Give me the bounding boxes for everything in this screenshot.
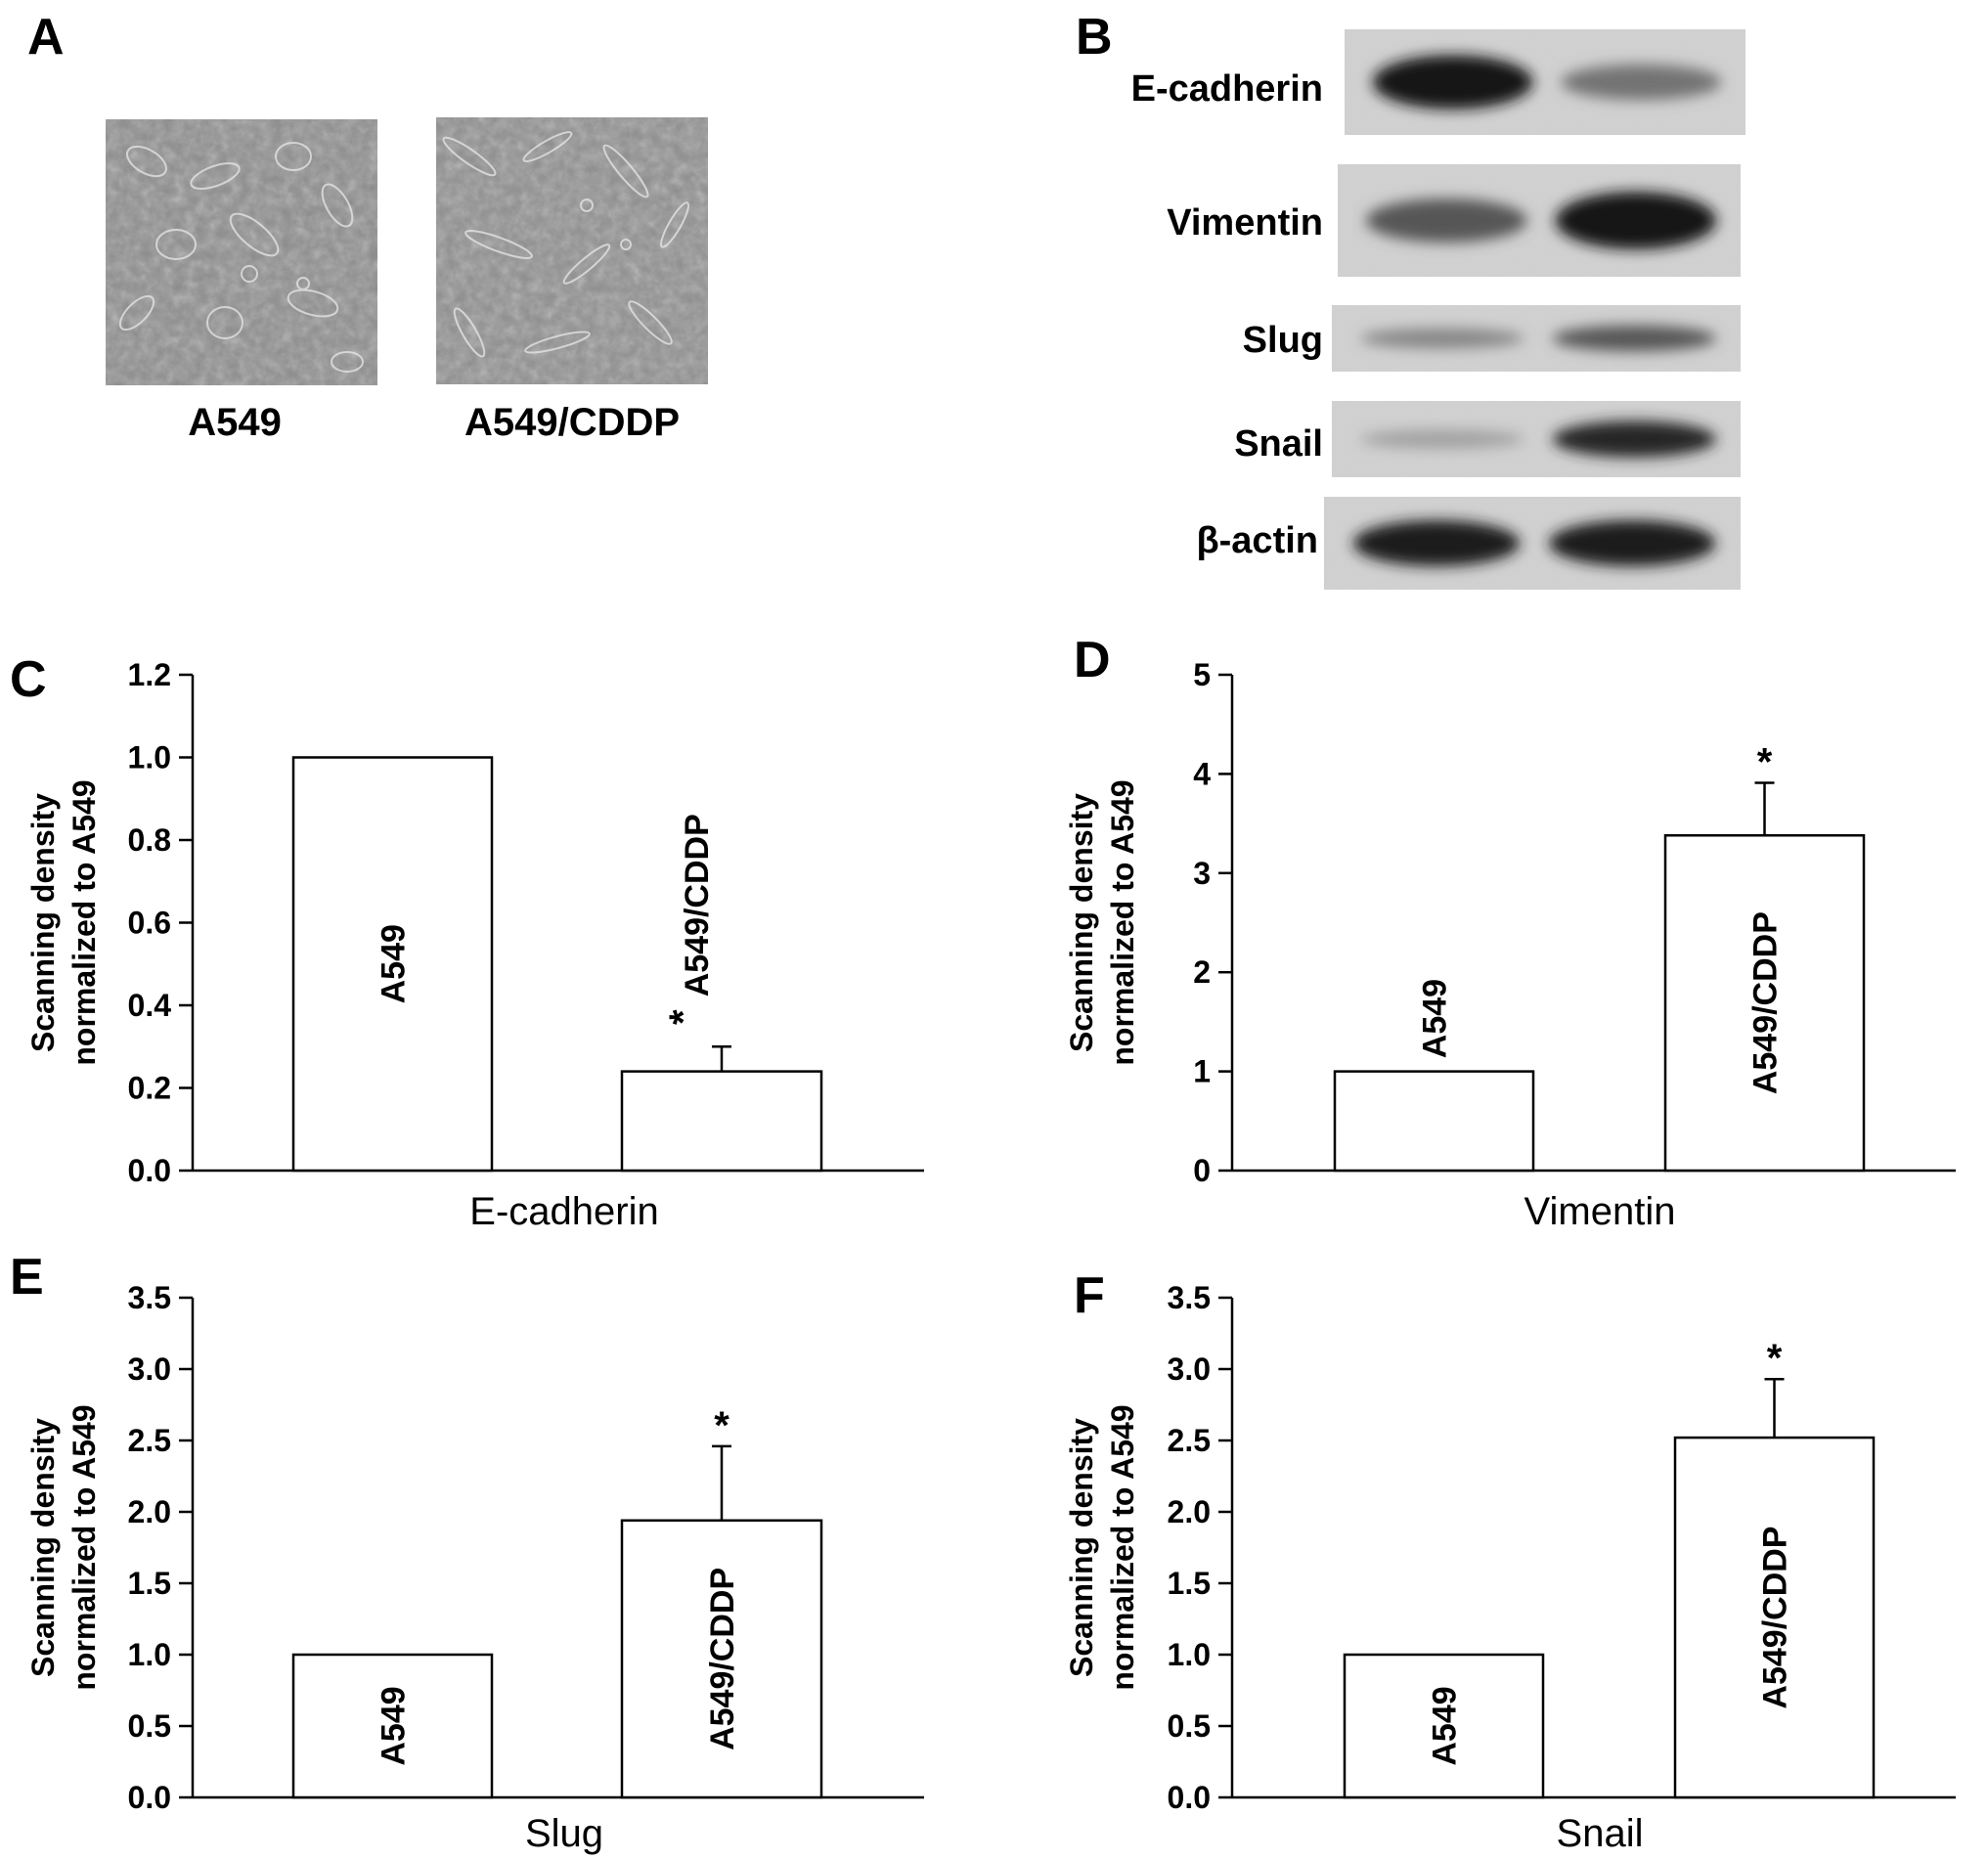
panel-letter: C xyxy=(10,651,47,708)
bar-a549-cddp xyxy=(620,1519,823,1799)
micrograph-a549-cddp xyxy=(436,117,708,384)
blot-band-lane-1 xyxy=(1360,328,1524,349)
y-tick-label: 5 xyxy=(1193,657,1211,692)
y-tick-label: 1.0 xyxy=(128,740,171,775)
y-tick-label: 0.5 xyxy=(128,1708,171,1744)
blot-band-lane-2 xyxy=(1561,64,1722,101)
x-axis-label: Snail xyxy=(1557,1812,1644,1855)
y-axis-label-line-2: normalized to A549 xyxy=(66,1404,102,1690)
blot-label-e-cadherin: E-cadherin xyxy=(1131,68,1323,110)
blot-vimentin: Vimentin xyxy=(1167,164,1741,277)
bar-label-a549: A549 xyxy=(376,1686,413,1765)
x-axis-label: E-cadherin xyxy=(469,1190,658,1233)
y-tick-label: 1.2 xyxy=(128,657,171,692)
bar-label-a549-cddp: A549/CDDP xyxy=(1747,911,1785,1094)
blot-band-lane-2 xyxy=(1552,421,1716,458)
micrograph-caption-a549-cddp: A549/CDDP xyxy=(464,401,680,444)
y-tick-label: 2.0 xyxy=(1168,1494,1211,1529)
x-axis-label: Vimentin xyxy=(1524,1190,1676,1233)
significance-marker: * xyxy=(1767,1337,1783,1380)
blot-band-lane-1 xyxy=(1365,199,1527,243)
bar-a549 xyxy=(1343,1653,1545,1799)
y-tick-label: 0.6 xyxy=(128,906,171,941)
chart-panel-e: E 0.0 0.5 1.0 1.5 2.0 2.5 3.0 3.5 Scanning densit… xyxy=(10,1249,924,1855)
y-axis-label-line-2: normalized to A549 xyxy=(1105,779,1140,1065)
y-tick-label: 3.5 xyxy=(128,1280,171,1315)
y-tick-label: 3.0 xyxy=(128,1351,171,1387)
bar-a549-cddp xyxy=(620,1070,823,1173)
y-tick-label: 3 xyxy=(1193,856,1211,891)
y-tick-label: 1.0 xyxy=(128,1637,171,1672)
blot-label-actin: β-actin xyxy=(1196,520,1318,561)
y-tick-label: 2.5 xyxy=(128,1423,171,1458)
chart-panel-d: D 0 1 2 3 4 5 Scanning density normalized to A54… xyxy=(1064,632,1956,1233)
bar-a549-cddp xyxy=(1673,1436,1876,1799)
y-tick-label: 3.0 xyxy=(1168,1351,1211,1387)
y-tick-label: 0.0 xyxy=(128,1153,171,1188)
bar-a549-cddp xyxy=(1663,834,1866,1173)
chart-panel-c: C 0.0 0.2 0.4 0.6 0.8 1.0 1.2 Scanning density no… xyxy=(10,651,924,1233)
blot-e-cadherin: E-cadherin xyxy=(1131,29,1745,135)
bar-label-a549: A549 xyxy=(1427,1686,1464,1765)
y-tick-label: 2.5 xyxy=(1168,1423,1211,1458)
panel-b-letter: B xyxy=(1076,9,1113,66)
bar-a549 xyxy=(291,1653,494,1799)
y-tick-label: 2 xyxy=(1193,954,1211,990)
y-axis-label-line-1: Scanning density xyxy=(25,793,61,1052)
y-tick-label: 1.5 xyxy=(1168,1566,1211,1601)
y-tick-label: 1.0 xyxy=(1168,1637,1211,1672)
y-tick-label: 0.5 xyxy=(1168,1708,1211,1744)
blot-band-lane-1 xyxy=(1360,429,1524,449)
y-axis-label-line-2: normalized to A549 xyxy=(66,779,102,1065)
panel-letter: D xyxy=(1074,632,1111,688)
y-tick-label: 2.0 xyxy=(128,1494,171,1529)
blot-snail: Snail xyxy=(1234,401,1741,477)
y-tick-label: 0.0 xyxy=(128,1780,171,1815)
y-tick-label: 1 xyxy=(1193,1054,1211,1089)
y-tick-label: 0 xyxy=(1193,1153,1211,1188)
y-tick-label: 3.5 xyxy=(1168,1280,1211,1315)
significance-marker: * xyxy=(1757,741,1773,784)
blot-actin: β-actin xyxy=(1196,497,1741,590)
micrograph-a549 xyxy=(106,119,377,385)
panel-letter: E xyxy=(10,1249,44,1306)
y-axis-label-line-2: normalized to A549 xyxy=(1105,1404,1140,1690)
bar-a549 xyxy=(1333,1070,1535,1173)
blot-band-lane-2 xyxy=(1549,519,1716,567)
bar-label-a549-cddp: A549/CDDP xyxy=(679,814,716,996)
x-axis-label: Slug xyxy=(525,1812,603,1855)
panel-a-letter: A xyxy=(27,9,65,66)
y-axis-label-line-1: Scanning density xyxy=(1064,793,1099,1052)
y-tick-label: 0.8 xyxy=(128,822,171,858)
blot-band-lane-1 xyxy=(1372,55,1533,110)
y-axis-label-line-1: Scanning density xyxy=(25,1418,61,1677)
blot-band-lane-1 xyxy=(1352,519,1521,567)
y-tick-label: 0.2 xyxy=(128,1071,171,1106)
bar-label-a549: A549 xyxy=(376,924,413,1003)
blot-label-slug: Slug xyxy=(1243,320,1323,361)
panel-letter: F xyxy=(1074,1267,1105,1324)
bar-label-a549: A549 xyxy=(1417,979,1454,1058)
blot-label-snail: Snail xyxy=(1234,423,1323,465)
blot-slug: Slug xyxy=(1243,305,1741,372)
blot-band-lane-2 xyxy=(1555,192,1717,249)
significance-marker: * xyxy=(662,1009,705,1025)
y-tick-label: 0.0 xyxy=(1168,1780,1211,1815)
bar-label-a549-cddp: A549/CDDP xyxy=(704,1568,741,1750)
chart-panel-f: F 0.0 0.5 1.0 1.5 2.0 2.5 3.0 3.5 Scanning densit… xyxy=(1064,1267,1956,1855)
western-blot-panel: E-cadherin Vimentin Slug Snail β-actin xyxy=(1131,29,1745,590)
y-axis-label-line-1: Scanning density xyxy=(1064,1418,1099,1677)
y-tick-label: 0.4 xyxy=(128,988,172,1023)
y-tick-label: 4 xyxy=(1193,756,1211,791)
blot-label-vimentin: Vimentin xyxy=(1167,202,1323,244)
blot-band-lane-2 xyxy=(1552,325,1716,352)
micrograph-caption-a549: A549 xyxy=(188,401,282,444)
bar-label-a549-cddp: A549/CDDP xyxy=(1757,1527,1794,1709)
significance-marker: * xyxy=(714,1404,729,1447)
bar-a549 xyxy=(291,756,494,1173)
y-tick-label: 1.5 xyxy=(128,1566,171,1601)
